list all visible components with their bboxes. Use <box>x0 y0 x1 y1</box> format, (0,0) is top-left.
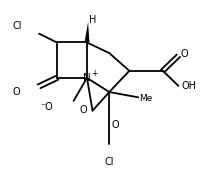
Text: H: H <box>89 15 96 25</box>
Text: O: O <box>181 49 188 59</box>
Polygon shape <box>85 22 89 42</box>
Text: O: O <box>12 87 20 97</box>
Text: Cl: Cl <box>12 21 22 31</box>
Text: OH: OH <box>181 81 196 91</box>
Text: Me: Me <box>139 94 153 103</box>
Text: +: + <box>91 70 97 78</box>
Text: Cl: Cl <box>105 157 114 167</box>
Text: ⁻O: ⁻O <box>41 102 54 112</box>
Text: O: O <box>112 120 120 130</box>
Text: O: O <box>79 105 87 115</box>
Text: N: N <box>83 73 91 83</box>
